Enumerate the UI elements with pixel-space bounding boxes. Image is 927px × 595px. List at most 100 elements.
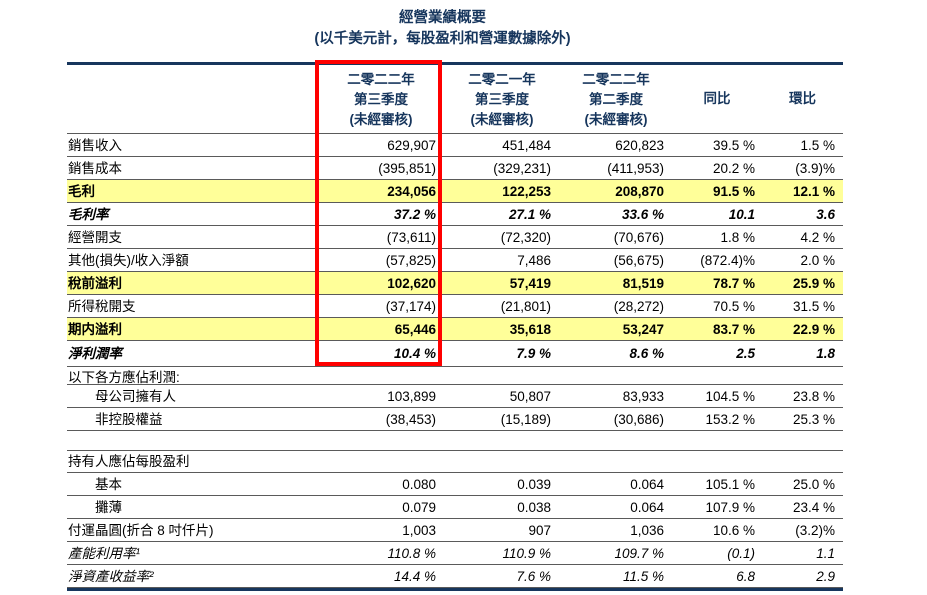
value-yoy: 153.2 % bbox=[705, 411, 755, 427]
value-2021-q3: 7.6 % bbox=[516, 568, 551, 584]
row-label: 基本 bbox=[95, 476, 122, 492]
row-label: 攤薄 bbox=[95, 499, 122, 515]
value-yoy: 78.7 % bbox=[712, 275, 755, 291]
header-line: 第三季度 bbox=[354, 92, 408, 107]
value-2021-q3: 27.1 % bbox=[508, 206, 551, 222]
row-label: 以下各方應佔利潤: bbox=[68, 370, 180, 385]
page-subtitle: (以千美元計，每股盈利和營運數據除外) bbox=[314, 31, 571, 47]
table-row bbox=[67, 431, 843, 451]
value-2021-q3: 0.039 bbox=[517, 476, 551, 492]
value-2022-q2: (411,953) bbox=[607, 160, 664, 176]
value-qoq: 4.2 % bbox=[800, 229, 835, 245]
table-row: 銷售收入 629,907 451,484 620,823 39.5 % 1.5 … bbox=[67, 134, 843, 157]
row-label: 持有人應佔每股盈利 bbox=[68, 454, 190, 469]
value-qoq: 25.3 % bbox=[792, 411, 835, 427]
value-2022-q2: (56,675) bbox=[613, 252, 664, 268]
value-2022-q2: 109.7 % bbox=[614, 545, 664, 561]
table-row: 銷售成本 (395,851) (329,231) (411,953) 20.2 … bbox=[67, 157, 843, 180]
header-cell-4: 環比 bbox=[762, 65, 843, 133]
table-row: 稅前溢利 102,620 57,419 81,519 78.7 % 25.9 % bbox=[67, 272, 843, 295]
value-yoy: 6.8 bbox=[736, 568, 755, 584]
value-qoq: 23.4 % bbox=[792, 499, 835, 515]
header-line: 第三季度 bbox=[475, 92, 529, 107]
value-yoy: 2.5 bbox=[736, 346, 755, 361]
value-2021-q3: (329,231) bbox=[493, 160, 551, 176]
value-2022-q2: (30,686) bbox=[613, 411, 664, 427]
value-2022-q2: (70,676) bbox=[613, 229, 664, 245]
value-2022-q3: 234,056 bbox=[387, 183, 436, 199]
table-row: 以下各方應佔利潤: bbox=[67, 367, 843, 385]
table-row: 淨資產收益率² 14.4 % 7.6 % 11.5 % 6.8 2.9 bbox=[67, 565, 843, 588]
value-2021-q3: 7,486 bbox=[517, 252, 551, 268]
page-title: 經營業績概要 bbox=[399, 10, 486, 26]
table-row: 淨利潤率 10.4 % 7.9 % 8.6 % 2.5 1.8 bbox=[67, 341, 843, 367]
header-line: 同比 bbox=[703, 91, 731, 106]
header-line: (未經審核) bbox=[470, 112, 534, 127]
value-2022-q2: 620,823 bbox=[615, 137, 664, 153]
value-2022-q2: 0.064 bbox=[630, 476, 664, 492]
table-header-row: 二零二二年 第三季度 (未經審核) 二零二一年 第三季度 (未經審核) 二零二二年 第二季度 (… bbox=[67, 65, 843, 134]
value-2021-q3: 110.9 % bbox=[502, 545, 551, 561]
table-body: 銷售收入 629,907 451,484 620,823 39.5 % 1.5 … bbox=[67, 134, 843, 588]
table-row: 期内溢利 65,446 35,618 53,247 83.7 % 22.9 % bbox=[67, 318, 843, 341]
value-qoq: 31.5 % bbox=[792, 298, 835, 314]
row-label: 其他(損失)/收入淨額 bbox=[68, 252, 189, 268]
value-2022-q2: 8.6 % bbox=[629, 346, 664, 361]
value-2022-q3: 102,620 bbox=[387, 275, 436, 291]
header-line: 二零二一年 bbox=[468, 72, 536, 87]
value-qoq: (3.2)% bbox=[795, 522, 835, 538]
value-2021-q3: (15,189) bbox=[500, 411, 551, 427]
value-2022-q2: 11.5 % bbox=[622, 568, 664, 584]
value-2022-q3: 103,899 bbox=[387, 388, 436, 404]
header-line: 二零二二年 bbox=[347, 72, 415, 87]
header-line: (未經審核) bbox=[349, 112, 413, 127]
value-2022-q2: (28,272) bbox=[613, 298, 664, 314]
row-label: 毛利 bbox=[68, 183, 95, 199]
value-qoq: 25.0 % bbox=[792, 476, 835, 492]
value-qoq: 1.8 bbox=[816, 346, 835, 361]
table-row: 其他(損失)/收入淨額 (57,825) 7,486 (56,675) (872… bbox=[67, 249, 843, 272]
value-2022-q3: (37,174) bbox=[385, 298, 436, 314]
table-row: 毛利率 37.2 % 27.1 % 33.6 % 10.1 3.6 bbox=[67, 203, 843, 226]
row-label: 母公司擁有人 bbox=[95, 388, 176, 404]
value-qoq: 2.9 bbox=[816, 568, 835, 584]
value-qoq: 1.5 % bbox=[800, 137, 835, 153]
value-2021-q3: 451,484 bbox=[502, 137, 551, 153]
value-2022-q3: 629,907 bbox=[387, 137, 436, 153]
value-qoq: 1.1 bbox=[816, 545, 835, 561]
value-2021-q3: 57,419 bbox=[509, 275, 551, 291]
value-2021-q3: 907 bbox=[528, 522, 551, 538]
value-yoy: 10.1 bbox=[728, 206, 755, 222]
value-2022-q3: (395,851) bbox=[378, 160, 436, 176]
value-yoy: 83.7 % bbox=[712, 321, 755, 337]
value-qoq: 23.8 % bbox=[792, 388, 835, 404]
header-cell-0: 二零二二年第三季度 (未經審核) bbox=[318, 65, 444, 133]
table-row: 毛利 234,056 122,253 208,870 91.5 % 12.1 % bbox=[67, 180, 843, 203]
value-yoy: 20.2 % bbox=[712, 160, 755, 176]
value-2022-q3: 0.079 bbox=[402, 499, 436, 515]
table-row: 母公司擁有人 103,899 50,807 83,933 104.5 % 23.… bbox=[67, 385, 843, 408]
value-2022-q3: 65,446 bbox=[394, 321, 436, 337]
row-label: 淨利潤率 bbox=[68, 346, 122, 361]
row-label: 銷售成本 bbox=[68, 160, 122, 176]
value-2022-q3: 37.2 % bbox=[393, 206, 436, 222]
value-2021-q3: 50,807 bbox=[509, 388, 551, 404]
value-2021-q3: 122,253 bbox=[502, 183, 551, 199]
table-row: 付運晶圓(折合 8 吋仟片) 1,003 907 1,036 10.6 % (3… bbox=[67, 519, 843, 542]
row-label: 產能利用率¹ bbox=[68, 545, 140, 561]
value-yoy: 105.1 % bbox=[705, 476, 755, 492]
value-yoy: 1.8 % bbox=[720, 229, 755, 245]
value-qoq: 25.9 % bbox=[792, 275, 835, 291]
header-cell-1: 二零二一年第三季度 (未經審核) bbox=[444, 65, 560, 133]
row-label: 銷售收入 bbox=[68, 137, 122, 153]
header-line: 第二季度 bbox=[589, 92, 643, 107]
value-qoq: 3.6 bbox=[816, 206, 835, 222]
value-2022-q3: 0.080 bbox=[402, 476, 436, 492]
row-label: 付運晶圓(折合 8 吋仟片) bbox=[68, 522, 214, 538]
value-2021-q3: (21,801) bbox=[500, 298, 551, 314]
header-cell-2: 二零二二年 第二季度 (未經審核) bbox=[560, 65, 672, 133]
value-yoy: 39.5 % bbox=[712, 137, 755, 153]
value-2022-q3: (38,453) bbox=[385, 411, 436, 427]
value-2022-q3: 10.4 % bbox=[393, 346, 436, 361]
value-2022-q3: 110.8 % bbox=[387, 545, 436, 561]
